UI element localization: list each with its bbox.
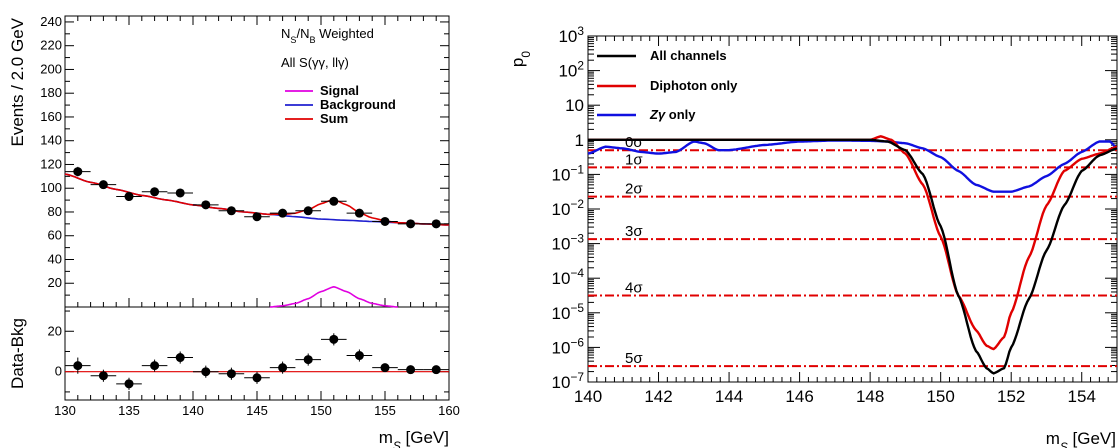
residual-point <box>175 353 185 363</box>
p0-x-tick-label: 146 <box>785 387 813 406</box>
data-point <box>329 196 339 206</box>
residual-point <box>252 373 262 383</box>
p0-y-tick-label: 10 <box>565 96 584 115</box>
residual-point <box>124 379 134 389</box>
p0-y-tick-label: 10−6 <box>552 335 585 357</box>
sigma-label: 5σ <box>625 350 643 367</box>
residual-point <box>98 371 108 381</box>
data-point <box>73 167 83 177</box>
residual-y-axis-title: Data-Bkg <box>8 318 27 389</box>
p0-x-tick-label: 148 <box>856 387 884 406</box>
p0-y-tick-label: 10−2 <box>552 197 585 219</box>
residual-x-tick-label: 130 <box>54 403 76 418</box>
residual-point <box>431 365 441 375</box>
residual-x-axis-title: mS [GeV] <box>379 428 449 448</box>
p0-x-tick-label: 140 <box>574 387 602 406</box>
data-point <box>252 212 262 222</box>
sigma-label: 1σ <box>625 151 643 168</box>
p0-legend-label: Diphoton only <box>650 78 738 93</box>
p0-y-axis-title: p0 <box>508 51 533 67</box>
sigma-label: 0σ <box>625 134 643 151</box>
p0-x-axis-title: mS [GeV] <box>1046 429 1116 448</box>
p0-y-tick-label: 1 <box>575 131 584 150</box>
residual-point <box>226 369 236 379</box>
residual-plot-frame <box>64 306 450 401</box>
residual-point <box>201 367 211 377</box>
main-y-tick-label: 120 <box>40 156 62 171</box>
p0-y-tick-label: 10−1 <box>552 162 585 184</box>
main-y-tick-label: 160 <box>40 109 62 124</box>
residual-point <box>354 351 364 361</box>
data-point <box>406 219 416 229</box>
p0-y-tick-label: 10−3 <box>552 232 585 254</box>
p0-curve-all-channels <box>588 138 1118 375</box>
main-y-tick-label: 140 <box>40 133 62 148</box>
p0-y-tick-label: 102 <box>558 59 584 81</box>
p0-y-tick-label: 10−4 <box>552 266 585 288</box>
residual-x-tick-label: 150 <box>310 403 332 418</box>
residual-y-tick-label: 0 <box>55 364 62 379</box>
main-y-tick-label: 60 <box>48 228 62 243</box>
data-point <box>380 216 390 226</box>
main-y-tick-label: 200 <box>40 61 62 76</box>
p0-y-tick-label: 10−5 <box>552 301 585 323</box>
p0-x-tick-label: 142 <box>644 387 672 406</box>
p0-curve-z-only <box>587 139 1118 193</box>
info-line-2: All S(γγ, llγ) <box>281 55 349 70</box>
p0-legend-label: Zγ only <box>649 107 696 122</box>
residual-point <box>406 365 416 375</box>
residual-y-tick-label: 20 <box>48 323 62 338</box>
data-point <box>431 219 441 229</box>
main-y-tick-label: 100 <box>40 180 62 195</box>
main-y-tick-label: 240 <box>40 14 62 29</box>
data-point <box>278 208 288 218</box>
data-point <box>175 188 185 198</box>
residual-x-tick-label: 135 <box>118 403 140 418</box>
main-y-tick-label: 20 <box>48 275 62 290</box>
residual-point <box>150 361 160 371</box>
p0-y-tick-label: 103 <box>558 24 584 46</box>
main-y-tick-label: 40 <box>48 251 62 266</box>
p0-chart: 140 142 144 146 148 150 152 15410310210110−110−… <box>508 24 1118 448</box>
legend-label-signal: Signal <box>320 83 359 98</box>
residual-point <box>380 363 390 373</box>
residual-point <box>278 363 288 373</box>
data-point <box>201 200 211 210</box>
residual-point <box>329 334 339 344</box>
sigma-label: 3σ <box>625 223 643 240</box>
main-y-tick-label: 80 <box>48 204 62 219</box>
data-point <box>354 208 364 218</box>
p0-x-tick-label: 150 <box>926 387 954 406</box>
p0-x-tick-label: 152 <box>997 387 1025 406</box>
main-y-tick-label: 220 <box>40 38 62 53</box>
residual-x-tick-label: 155 <box>374 403 396 418</box>
data-point <box>124 192 134 202</box>
residual-point <box>303 355 313 365</box>
main-plot-frame <box>64 15 450 308</box>
residual-x-tick-label: 140 <box>182 403 204 418</box>
data-point <box>303 206 313 216</box>
p0-y-tick-label: 10−7 <box>552 370 585 392</box>
legend-label-background: Background <box>320 97 396 112</box>
info-line-1: NS/NB Weighted <box>281 26 374 45</box>
p0-legend-label: All channels <box>650 48 727 63</box>
main-y-tick-label: 180 <box>40 85 62 100</box>
residual-x-tick-label: 145 <box>246 403 268 418</box>
p0-x-tick-label: 144 <box>715 387 743 406</box>
residual-x-tick-label: 160 <box>438 403 460 418</box>
residual-point <box>73 361 83 371</box>
sigma-label: 4σ <box>625 279 643 296</box>
sigma-label: 2σ <box>625 181 643 198</box>
signal-curve <box>269 286 398 308</box>
data-point <box>98 180 108 190</box>
data-point <box>226 206 236 216</box>
data-point <box>150 187 160 197</box>
main-y-axis-title: Events / 2.0 GeV <box>8 17 27 146</box>
legend-label-sum: Sum <box>320 111 348 126</box>
p0-x-tick-label: 154 <box>1068 387 1096 406</box>
